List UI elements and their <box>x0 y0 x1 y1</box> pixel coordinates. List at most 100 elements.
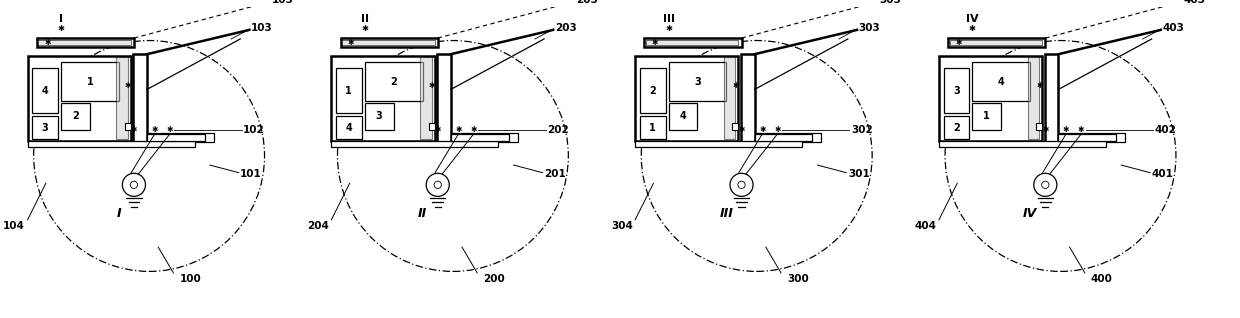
Bar <box>331 141 498 148</box>
Text: ✱: ✱ <box>1042 125 1049 134</box>
Text: 4: 4 <box>998 77 1004 86</box>
Text: ✱: ✱ <box>45 38 51 47</box>
Bar <box>944 68 970 114</box>
Bar <box>640 116 666 139</box>
Bar <box>32 116 58 139</box>
Text: 104: 104 <box>4 221 25 231</box>
Bar <box>755 133 821 142</box>
Text: III: III <box>662 14 675 24</box>
Text: 203: 203 <box>554 23 577 33</box>
Text: 201: 201 <box>544 169 565 179</box>
Bar <box>331 56 435 141</box>
Bar <box>645 38 742 47</box>
Text: II: II <box>418 207 427 220</box>
Text: 3: 3 <box>376 112 382 121</box>
Bar <box>668 103 697 130</box>
Text: 404: 404 <box>915 221 936 231</box>
Text: 405: 405 <box>1183 0 1205 5</box>
Bar <box>755 134 812 141</box>
Text: ✱: ✱ <box>130 125 138 134</box>
Bar <box>148 133 213 142</box>
Bar <box>38 40 131 45</box>
Text: ✱: ✱ <box>434 125 441 134</box>
Bar <box>451 134 508 141</box>
Text: 3: 3 <box>952 86 960 96</box>
Text: 102: 102 <box>243 125 265 135</box>
Bar <box>451 133 517 142</box>
Bar <box>420 57 432 139</box>
Text: 204: 204 <box>308 221 329 231</box>
Bar <box>668 62 727 101</box>
Bar <box>365 62 423 101</box>
Text: ✱: ✱ <box>166 125 172 134</box>
Text: 4: 4 <box>680 112 686 121</box>
Bar <box>939 56 1043 141</box>
Bar <box>27 56 131 141</box>
Text: 100: 100 <box>180 274 201 284</box>
Text: 4: 4 <box>41 86 48 96</box>
Text: 2: 2 <box>649 86 656 96</box>
Text: 304: 304 <box>611 221 632 231</box>
Bar <box>341 38 438 47</box>
Text: 103: 103 <box>250 23 273 33</box>
Text: ✱: ✱ <box>361 24 368 33</box>
Bar <box>37 38 134 47</box>
Text: ✱: ✱ <box>470 125 476 134</box>
Bar <box>640 68 666 114</box>
Bar <box>724 57 735 139</box>
Text: ✱: ✱ <box>956 38 962 47</box>
Text: 205: 205 <box>575 0 598 5</box>
Text: 303: 303 <box>858 23 880 33</box>
Bar <box>635 56 739 141</box>
Text: 401: 401 <box>1152 169 1173 179</box>
Text: 101: 101 <box>241 169 262 179</box>
Text: 302: 302 <box>851 125 873 135</box>
Text: ✱: ✱ <box>968 24 976 33</box>
Text: 3: 3 <box>41 123 48 133</box>
Bar <box>1028 57 1039 139</box>
Text: ✱: ✱ <box>652 38 658 47</box>
Text: ✱: ✱ <box>1037 81 1043 90</box>
Text: ✱: ✱ <box>57 24 64 33</box>
Text: 1: 1 <box>983 112 990 121</box>
Text: IV: IV <box>966 14 978 24</box>
Text: III: III <box>719 207 733 220</box>
Bar <box>1037 123 1043 130</box>
Text: ✱: ✱ <box>738 125 745 134</box>
Text: 105: 105 <box>272 0 294 5</box>
Bar <box>148 134 205 141</box>
Bar <box>944 116 970 139</box>
Bar <box>61 62 119 101</box>
Bar <box>365 103 393 130</box>
Text: 2: 2 <box>391 77 397 86</box>
Bar <box>646 40 739 45</box>
Bar <box>27 141 195 148</box>
Bar <box>949 38 1045 47</box>
Bar <box>336 116 362 139</box>
Text: ✱: ✱ <box>759 125 765 134</box>
Bar <box>117 57 128 139</box>
Text: 1: 1 <box>649 123 656 133</box>
Text: IV: IV <box>1023 207 1037 220</box>
Bar <box>125 123 131 130</box>
Text: ✱: ✱ <box>1078 125 1084 134</box>
Text: 400: 400 <box>1091 274 1112 284</box>
Text: 200: 200 <box>484 274 505 284</box>
Text: I: I <box>60 14 63 24</box>
Text: 300: 300 <box>787 274 808 284</box>
Text: 305: 305 <box>879 0 901 5</box>
Bar <box>939 141 1106 148</box>
Text: 4: 4 <box>345 123 352 133</box>
Text: ✱: ✱ <box>429 81 435 90</box>
Bar <box>342 40 435 45</box>
Bar <box>733 123 739 130</box>
Text: 1: 1 <box>87 77 93 86</box>
Text: ✱: ✱ <box>774 125 780 134</box>
Bar <box>134 54 148 142</box>
Bar <box>972 62 1030 101</box>
Bar <box>438 54 451 142</box>
Text: 1: 1 <box>345 86 352 96</box>
Text: ✱: ✱ <box>125 81 131 90</box>
Text: II: II <box>361 14 368 24</box>
Text: ✱: ✱ <box>1063 125 1069 134</box>
